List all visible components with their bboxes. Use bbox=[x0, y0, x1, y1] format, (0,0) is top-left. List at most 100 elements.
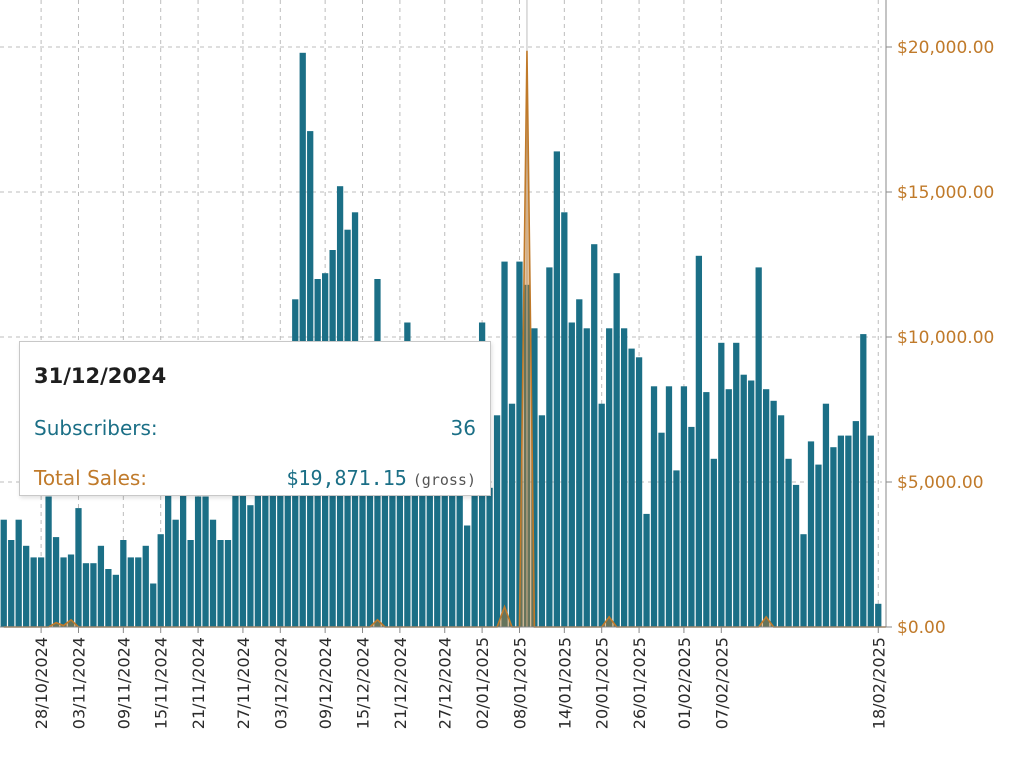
subscribers-bar bbox=[37, 557, 45, 627]
x-tick-label: 03/12/2024 bbox=[271, 637, 290, 729]
subscribers-bar bbox=[254, 487, 262, 627]
subscribers-bar bbox=[75, 508, 82, 627]
subscribers-bar bbox=[695, 255, 703, 628]
subscribers-bar bbox=[837, 435, 845, 627]
subscribers-bar bbox=[800, 534, 807, 627]
data-tooltip: 31/12/2024 Subscribers: 36 Total Sales: … bbox=[19, 341, 491, 496]
subscribers-bar bbox=[30, 557, 37, 627]
subscribers-bar bbox=[665, 386, 673, 627]
subscribers-bar bbox=[262, 487, 269, 627]
subscribers-bar bbox=[718, 342, 725, 627]
subscribers-bar bbox=[411, 487, 418, 627]
subscribers-bar bbox=[792, 484, 800, 627]
x-tick-label: 02/01/2025 bbox=[473, 637, 492, 729]
subscribers-bar bbox=[620, 328, 628, 627]
subscribers-bar bbox=[845, 435, 852, 627]
subscribers-bar bbox=[785, 458, 792, 627]
subscribers-bar bbox=[852, 421, 859, 627]
tooltip-subscribers-row: Subscribers: 36 bbox=[34, 414, 476, 442]
subscribers-bar bbox=[60, 557, 67, 627]
subscribers-bar bbox=[202, 496, 209, 627]
subscribers-bar bbox=[82, 563, 90, 627]
subscribers-bar bbox=[0, 519, 7, 627]
subscribers-bar bbox=[875, 603, 882, 627]
x-tick-label: 28/10/2024 bbox=[32, 637, 51, 729]
subscribers-bar bbox=[531, 328, 538, 627]
subscribers-bar bbox=[568, 322, 575, 627]
tooltip-sales-note: (gross) bbox=[412, 471, 476, 489]
subscribers-bar bbox=[97, 545, 105, 627]
subscribers-bar bbox=[493, 415, 501, 627]
subscribers-bar bbox=[232, 490, 239, 627]
x-tick-label: 07/02/2025 bbox=[712, 637, 731, 729]
x-tick-label: 03/11/2024 bbox=[69, 637, 88, 729]
x-tick-label: 09/11/2024 bbox=[114, 637, 133, 729]
y-tick-label: $15,000.00 bbox=[897, 183, 994, 203]
x-tick-label: 01/02/2025 bbox=[675, 637, 694, 729]
tooltip-sales-row: Total Sales: $19,871.15 (gross) bbox=[34, 464, 476, 492]
subscribers-bar bbox=[658, 432, 665, 627]
x-tick-label: 21/12/2024 bbox=[391, 637, 410, 729]
subscribers-bar bbox=[426, 487, 433, 627]
subscribers-bar bbox=[591, 244, 598, 627]
subscribers-bar bbox=[643, 513, 650, 627]
subscribers-bar bbox=[576, 299, 583, 627]
x-tick-label: 18/02/2025 bbox=[869, 637, 888, 729]
subscribers-bar bbox=[224, 540, 232, 627]
subscribers-bar bbox=[725, 389, 732, 627]
subscribers-bar bbox=[142, 545, 149, 627]
subscribers-bar bbox=[366, 487, 374, 627]
tooltip-sales-value: $19,871.15 bbox=[286, 466, 407, 490]
subscribers-bar bbox=[830, 447, 837, 627]
subscribers-bar bbox=[755, 267, 762, 627]
tooltip-sales-label: Total Sales: bbox=[34, 466, 148, 490]
subscribers-bar bbox=[127, 557, 134, 627]
subscribers-bar bbox=[777, 415, 785, 627]
x-tick-label: 15/12/2024 bbox=[354, 637, 373, 729]
subscribers-bar bbox=[389, 487, 396, 627]
subscribers-bar bbox=[67, 554, 75, 627]
subscribers-bar bbox=[561, 212, 568, 628]
subscribers-bar bbox=[239, 487, 247, 627]
subscribers-bar bbox=[635, 357, 643, 627]
subscribers-bar bbox=[165, 487, 172, 627]
x-tick-label: 14/01/2025 bbox=[555, 637, 574, 729]
subscribers-bar bbox=[673, 470, 680, 627]
tooltip-subscribers-value: 36 bbox=[450, 416, 476, 440]
tooltip-sales-value-group: $19,871.15 (gross) bbox=[286, 466, 476, 490]
x-tick-label: 27/12/2024 bbox=[436, 637, 455, 729]
tooltip-subscribers-label: Subscribers: bbox=[34, 416, 158, 440]
subscribers-bar bbox=[516, 261, 523, 627]
subscribers-bar bbox=[112, 574, 119, 627]
y-tick-label: $0.00 bbox=[897, 618, 946, 638]
subscribers-bar bbox=[598, 403, 605, 627]
subscribers-bar bbox=[680, 386, 688, 627]
subscribers-bar bbox=[770, 400, 777, 627]
subscribers-bar bbox=[277, 487, 284, 627]
subscribers-bars bbox=[0, 52, 882, 628]
x-tick-label: 21/11/2024 bbox=[189, 637, 208, 729]
subscribers-bar bbox=[209, 519, 217, 627]
x-tick-label: 15/11/2024 bbox=[152, 637, 171, 729]
subscribers-bar bbox=[217, 540, 224, 627]
subscribers-bar bbox=[396, 487, 404, 627]
subscribers-bar bbox=[613, 273, 620, 627]
subscribers-bar bbox=[748, 380, 755, 627]
subscribers-bar bbox=[247, 505, 254, 627]
subscribers-bar bbox=[269, 487, 276, 627]
subscribers-bar bbox=[15, 519, 22, 627]
subscribers-bar bbox=[807, 441, 815, 627]
subscribers-bar bbox=[546, 267, 553, 627]
subscribers-bar bbox=[508, 403, 516, 627]
subscribers-bar bbox=[52, 537, 60, 627]
subscribers-bar bbox=[471, 487, 478, 627]
x-tick-label: 27/11/2024 bbox=[234, 637, 253, 729]
y-tick-label: $5,000.00 bbox=[897, 473, 984, 493]
subscribers-bar bbox=[650, 386, 658, 627]
subscribers-bar bbox=[628, 348, 635, 627]
subscribers-bar bbox=[359, 487, 366, 627]
x-tick-label: 26/01/2025 bbox=[630, 637, 649, 729]
x-tick-label: 09/12/2024 bbox=[316, 637, 335, 729]
subscribers-bar bbox=[733, 342, 740, 627]
subscribers-bar bbox=[763, 389, 770, 627]
